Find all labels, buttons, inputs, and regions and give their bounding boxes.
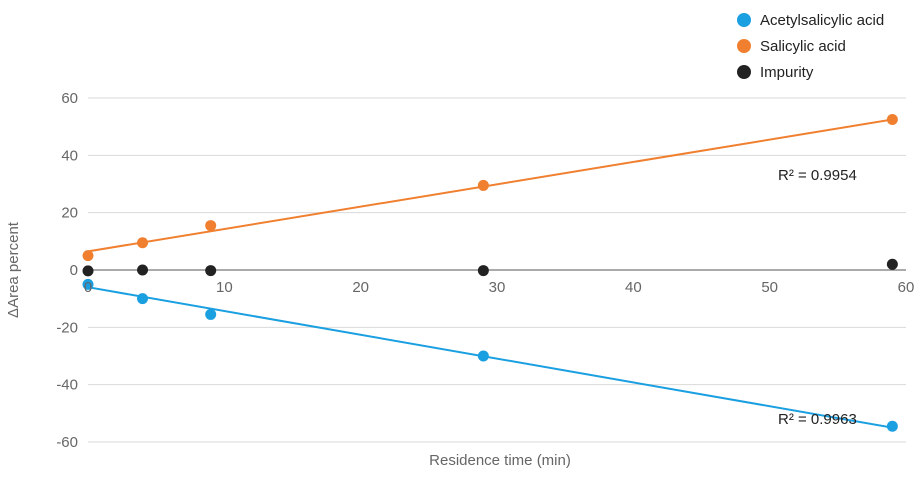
y-tick-label: 40 [61,147,78,164]
legend-marker [737,13,751,27]
data-point [477,350,489,362]
y-tick-label: -40 [56,377,78,394]
x-tick-label: 10 [216,279,233,296]
gridlines [88,97,906,443]
y-tick-label: -60 [56,434,78,451]
data-point [205,308,217,320]
legend-label: Acetylsalicylic acid [760,12,884,29]
data-point [82,250,94,262]
x-tick-label: 30 [489,279,506,296]
trendlines [87,118,893,429]
data-point [477,265,489,277]
r-squared-label: R² = 0.9963 [778,411,857,428]
tick-labels: 60 40 20 0 -20 -40 -60 0 10 20 30 40 50 60 [56,90,914,451]
y-tick-label: 60 [61,90,78,107]
x-tick-label: 60 [898,279,915,296]
x-tick-label: 40 [625,279,642,296]
legend-marker [737,65,751,79]
data-point [137,237,149,249]
legend-label: Salicylic acid [760,38,846,55]
y-axis-label: ΔArea percent [5,221,22,318]
data-point [137,264,149,276]
data-point [205,220,217,232]
y-tick-label: 20 [61,205,78,222]
y-tick-label: 0 [70,262,78,279]
data-point [886,258,898,270]
data-point [205,265,217,277]
r-squared-label: R² = 0.9954 [778,167,857,184]
data-points [82,114,898,432]
data-point [82,278,94,290]
data-point [477,179,489,191]
data-point [886,420,898,432]
data-point [82,265,94,277]
x-tick-label: 50 [761,279,778,296]
trendline [87,118,893,253]
x-tick-label: 20 [352,279,369,296]
data-point [137,293,149,305]
x-axis-label: Residence time (min) [429,452,571,469]
legend-marker [737,39,751,53]
r-squared-annotations: R² = 0.9963 R² = 0.9954 [778,167,857,428]
x-tick-label: 0 [84,279,92,296]
data-point [886,114,898,125]
legend: Acetylsalicylic acid Salicylic acid Impuri… [737,12,884,81]
trendline [87,286,893,429]
y-tick-label: -20 [56,319,78,336]
legend-label: Impurity [760,64,814,81]
